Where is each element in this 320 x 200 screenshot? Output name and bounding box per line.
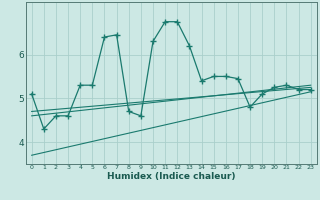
X-axis label: Humidex (Indice chaleur): Humidex (Indice chaleur) [107,172,236,181]
